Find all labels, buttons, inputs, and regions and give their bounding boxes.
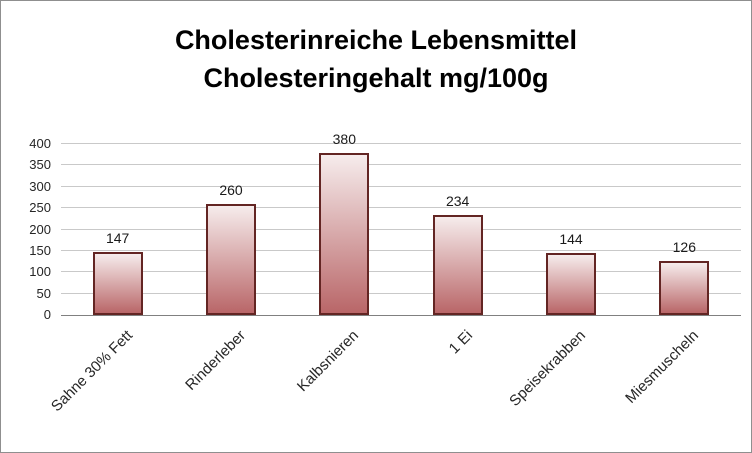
bar-1-ei bbox=[432, 214, 483, 315]
y-axis-tick-label: 100 bbox=[29, 264, 51, 280]
gridline bbox=[61, 164, 741, 166]
y-axis-tick-label: 350 bbox=[29, 157, 51, 173]
bar-speisekrabben bbox=[546, 253, 596, 315]
bar-kalbsnieren bbox=[319, 152, 370, 315]
gridline bbox=[61, 143, 741, 144]
bar-miesmuscheln bbox=[659, 261, 710, 315]
x-axis-category-label: 1 Ei bbox=[445, 327, 476, 358]
bar-value-label: 234 bbox=[445, 192, 470, 209]
gridline bbox=[61, 249, 741, 251]
x-axis-category-label: Speisekrabben bbox=[506, 327, 590, 410]
y-axis-tick-label: 50 bbox=[36, 285, 51, 301]
gridline bbox=[61, 185, 741, 187]
gridline bbox=[61, 207, 741, 209]
gridline bbox=[61, 292, 741, 294]
y-axis-tick-label: 300 bbox=[29, 178, 51, 194]
bar-value-label: 147 bbox=[105, 230, 130, 247]
chart-title-line2: Cholesteringehalt mg/100g bbox=[203, 63, 549, 93]
y-axis-tick-label: 150 bbox=[29, 242, 51, 258]
plot-area: 147 260 380 234 144 126 bbox=[61, 131, 741, 316]
bar-value-label: 126 bbox=[672, 239, 696, 256]
x-axis-category-label: Rinderleber bbox=[182, 327, 250, 394]
bar-sahne-30-fett bbox=[92, 252, 143, 315]
y-axis-tick-label: 400 bbox=[29, 136, 51, 151]
x-axis-category-label: Kalbsnieren bbox=[294, 327, 363, 396]
y-axis-tick-label: 200 bbox=[29, 221, 51, 237]
x-axis-category-label: Sahne 30% Fett bbox=[47, 327, 136, 416]
gridline bbox=[61, 228, 741, 230]
bar-value-label: 260 bbox=[219, 181, 243, 198]
bar-rinderleber bbox=[206, 203, 256, 315]
y-axis-tick-label: 0 bbox=[43, 307, 51, 322]
gridline bbox=[61, 271, 741, 273]
bar-value-label: 380 bbox=[332, 130, 356, 147]
chart-title-line1: Cholesterinreiche Lebensmittel bbox=[174, 25, 578, 55]
y-axis-tick-label: 250 bbox=[29, 200, 51, 216]
chart-title: Cholesterinreiche Lebensmittel Cholester… bbox=[1, 21, 751, 97]
bar-value-label: 144 bbox=[559, 231, 583, 248]
x-axis-category-label: Miesmuscheln bbox=[622, 327, 703, 407]
